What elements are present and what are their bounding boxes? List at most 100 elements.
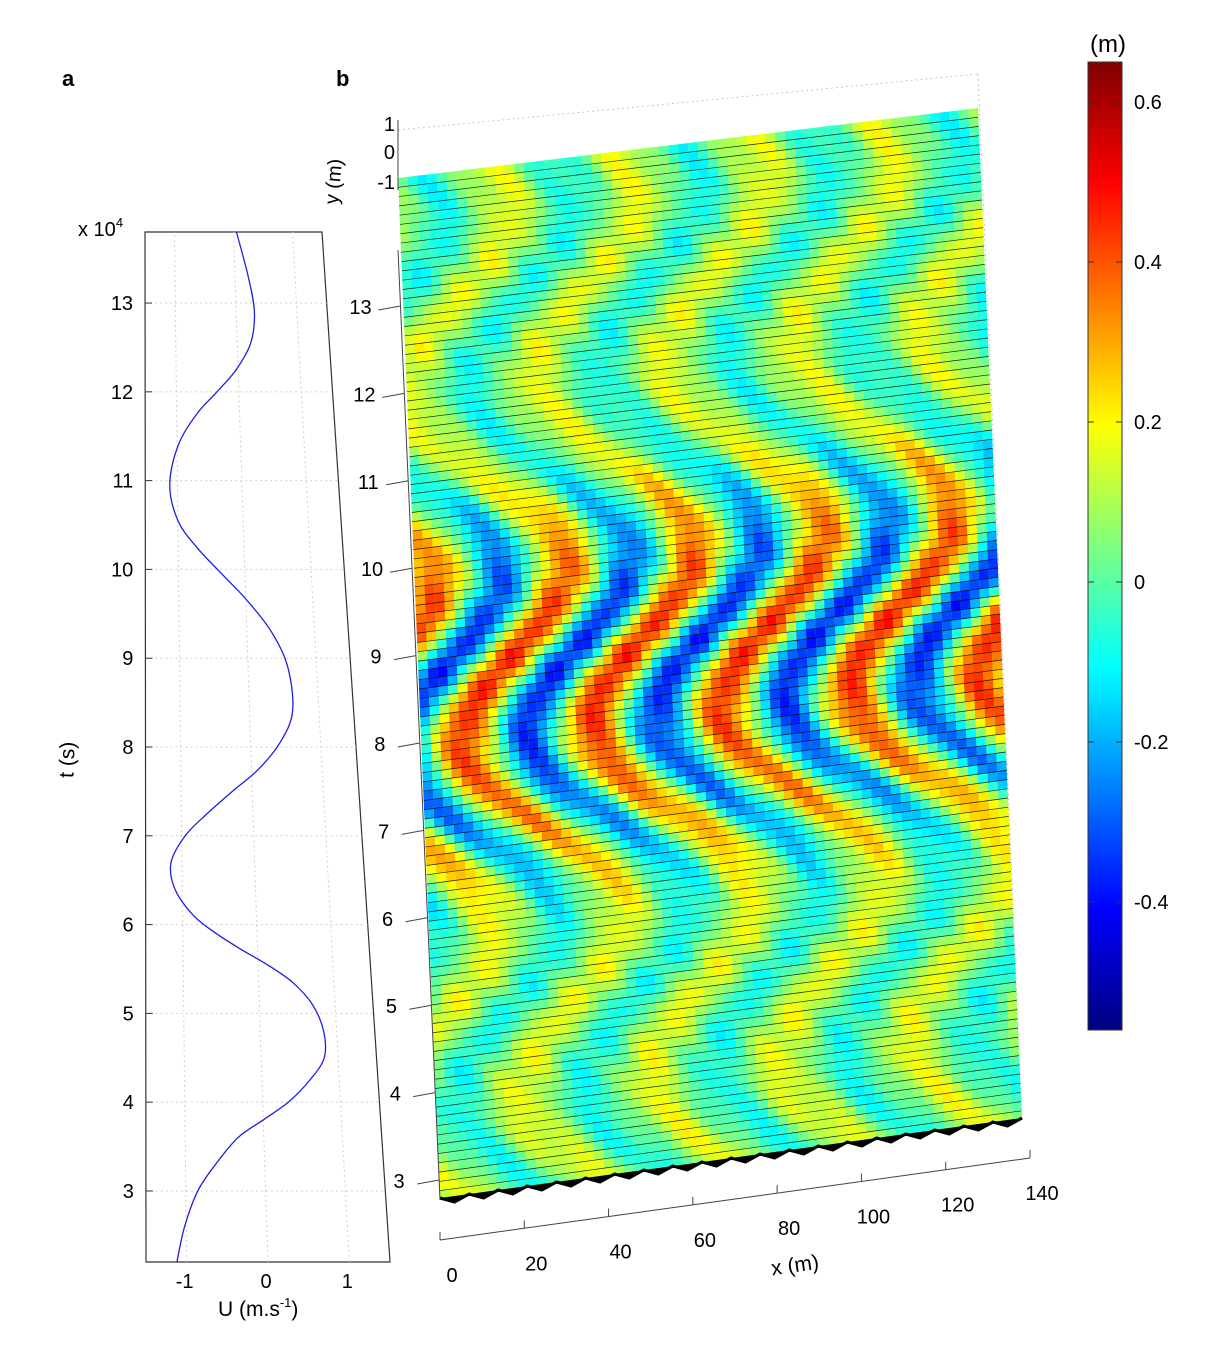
surface-cell: [484, 1099, 495, 1110]
surface-cell: [910, 577, 921, 589]
surface-cell: [487, 688, 498, 699]
surface-cell: [980, 615, 991, 626]
surface-cell: [732, 963, 743, 974]
surface-cell: [907, 717, 918, 728]
surface-cell: [849, 975, 861, 986]
panel-a-y-tick-label: 8: [122, 737, 133, 759]
surface-cell: [619, 596, 630, 608]
surface-cell: [748, 422, 759, 433]
surface-cell: [972, 422, 983, 433]
surface-cell: [711, 687, 722, 698]
surface-cell: [916, 697, 927, 709]
surface-cell: [825, 626, 836, 637]
surface-cell: [531, 589, 542, 600]
surface-cell: [546, 717, 557, 729]
surface-cell: [883, 1082, 894, 1093]
surface-cell: [998, 807, 1009, 818]
surface-cell: [724, 546, 735, 557]
surface-cell: [928, 538, 939, 550]
surface-cell: [449, 711, 460, 723]
surface-cell: [632, 1134, 643, 1146]
surface-cell: [900, 569, 911, 581]
surface-cell: [534, 644, 545, 656]
surface-cell: [565, 706, 576, 717]
surface-cell: [720, 685, 731, 697]
surface-cell: [697, 1060, 708, 1072]
surface-cell: [545, 690, 556, 701]
surface-cell: [574, 909, 585, 921]
surface-cell: [833, 597, 844, 608]
surface-cell: [797, 1121, 808, 1133]
surface-cell: [599, 571, 610, 582]
surface-cell: [530, 552, 541, 563]
surface-cell: [623, 689, 634, 700]
surface-cell: [853, 1049, 864, 1060]
surface-cell: [613, 923, 624, 934]
surface-cell: [716, 816, 727, 828]
surface-cell: [671, 432, 682, 443]
surface-cell: [602, 1129, 614, 1141]
surface-cell: [642, 444, 653, 456]
surface-cell: [663, 953, 674, 965]
surface-cell: [860, 528, 871, 540]
surface-cell: [551, 819, 562, 831]
surface-cell: [867, 472, 878, 483]
surface-cell: [460, 747, 471, 759]
surface-cell: [856, 909, 868, 920]
surface-cell: [862, 1029, 873, 1040]
surface-cell: [467, 924, 478, 935]
surface-cell: [601, 636, 612, 647]
surface-cell: [456, 1121, 467, 1133]
surface-cell: [639, 1078, 650, 1089]
surface-cell: [786, 631, 797, 642]
surface-cell: [604, 691, 615, 703]
surface-cell: [962, 423, 973, 434]
surface-cell: [463, 822, 474, 833]
surface-cell: [661, 665, 672, 677]
surface-cell: [510, 778, 521, 790]
surface-cell: [918, 984, 929, 996]
surface-cell: [885, 442, 896, 453]
surface-cell: [568, 770, 579, 782]
surface-cell: [628, 1033, 639, 1044]
surface-cell: [606, 756, 617, 768]
surface-cell: [850, 771, 862, 782]
surface-cell: [486, 1154, 498, 1166]
surface-cell: [603, 682, 614, 694]
surface-cell: [972, 875, 983, 886]
surface-cell: [649, 1086, 660, 1097]
surface-cell: [681, 681, 692, 693]
surface-cell: [798, 443, 809, 455]
surface-cell: [628, 800, 639, 811]
surface-cell: [845, 1087, 856, 1098]
surface-cell: [854, 863, 866, 874]
surface-cell: [488, 725, 499, 736]
surface-mesh-line: [420, 641, 1002, 718]
surface-cell: [904, 875, 915, 886]
surface-cell: [737, 1074, 748, 1085]
surface-cell: [556, 707, 567, 718]
surface-cell: [979, 596, 990, 608]
surface-cell: [743, 534, 754, 545]
surface-cell: [623, 912, 634, 924]
surface-cell: [868, 731, 879, 743]
surface-cell: [627, 781, 638, 793]
surface-cell: [903, 634, 914, 645]
surface-cell: [487, 940, 498, 951]
surface-cell: [713, 733, 724, 744]
surface-cell: [600, 841, 611, 852]
surface-cell: [966, 737, 977, 748]
surface-cell: [1000, 844, 1011, 855]
surface-cell: [969, 1024, 980, 1035]
surface-cell: [529, 533, 540, 545]
surface-cell: [630, 865, 641, 876]
surface-cell: [784, 1039, 795, 1051]
surface-cell: [566, 500, 578, 512]
surface-cell: [574, 919, 585, 930]
surface-cell: [849, 966, 860, 977]
surface-cell: [829, 486, 840, 497]
surface-cell: [666, 786, 677, 797]
surface-cell: [453, 823, 464, 834]
surface-cell: [759, 671, 770, 683]
surface-cell: [833, 1051, 844, 1063]
